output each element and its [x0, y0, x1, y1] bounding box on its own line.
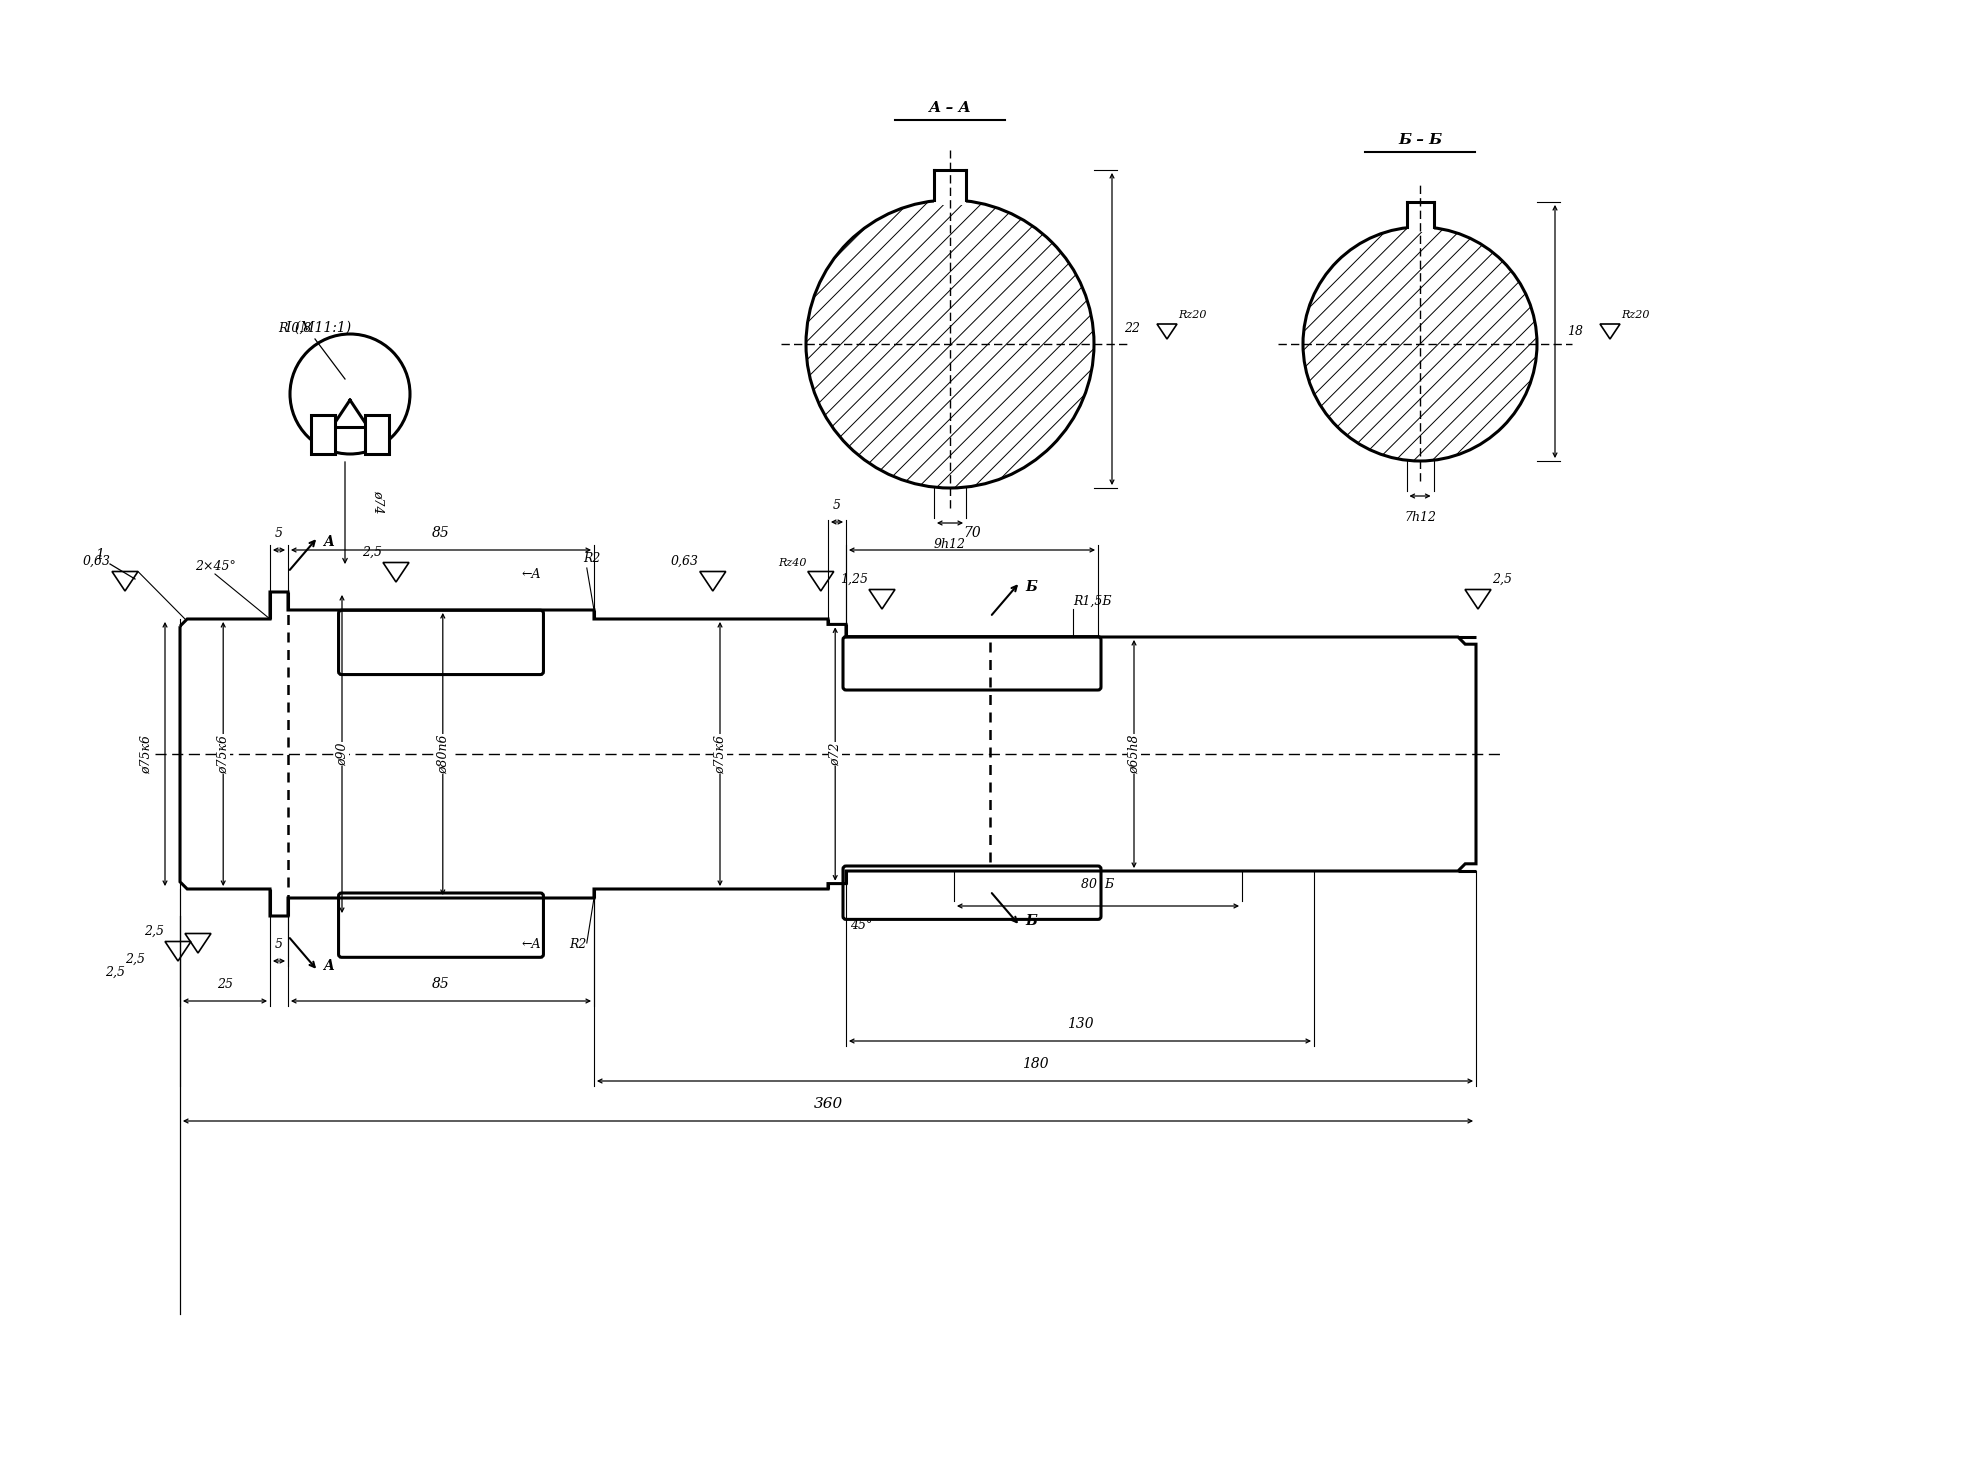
Text: 2,5: 2,5: [362, 545, 382, 559]
Text: 0,63: 0,63: [83, 554, 111, 567]
Text: Б – Б: Б – Б: [1398, 133, 1441, 147]
Text: ø65h8: ø65h8: [1127, 734, 1141, 774]
Bar: [1406, 198, 1433, 231]
Text: ø75к6: ø75к6: [217, 734, 231, 774]
Text: R 0,8: R 0,8: [278, 321, 312, 335]
Text: R2: R2: [582, 551, 600, 565]
Text: 18: 18: [1567, 324, 1582, 338]
Text: ø74: ø74: [372, 489, 386, 513]
Text: ø75к6: ø75к6: [139, 734, 153, 774]
Text: 1: 1: [95, 548, 103, 562]
Text: Rz20: Rz20: [1620, 310, 1650, 320]
Text: A: A: [322, 535, 334, 548]
Text: R2: R2: [569, 937, 586, 951]
Text: 7h12: 7h12: [1404, 511, 1435, 523]
Text: 70: 70: [962, 526, 980, 539]
Text: Б: Б: [1026, 914, 1038, 929]
Text: А – А: А – А: [928, 102, 972, 115]
Text: 1,25: 1,25: [839, 572, 867, 585]
Bar: [366, 416, 390, 454]
Text: 22: 22: [1123, 323, 1139, 336]
Circle shape: [1302, 227, 1537, 461]
Text: 25: 25: [217, 979, 233, 991]
Polygon shape: [181, 593, 1475, 915]
Text: 2,5: 2,5: [105, 965, 125, 979]
Text: 0,63: 0,63: [670, 554, 698, 567]
Text: 5: 5: [274, 937, 282, 951]
Text: R1,5Б: R1,5Б: [1074, 595, 1111, 607]
Text: 360: 360: [813, 1097, 843, 1111]
Text: 5: 5: [833, 500, 841, 511]
Text: I (М11:1): I (М11:1): [284, 321, 352, 335]
Bar: [934, 165, 966, 205]
Text: 2,5: 2,5: [1493, 572, 1513, 585]
Text: 180: 180: [1022, 1057, 1048, 1072]
Text: ø75к6: ø75к6: [714, 734, 726, 774]
Text: A: A: [322, 960, 334, 973]
Text: ø72: ø72: [829, 743, 841, 766]
Text: 5: 5: [274, 528, 282, 539]
Text: ←A: ←A: [523, 937, 541, 951]
Text: Б: Б: [1026, 579, 1038, 594]
Text: 45°: 45°: [849, 918, 873, 932]
Text: 2,5: 2,5: [125, 954, 145, 965]
Bar: [310, 416, 336, 454]
Text: 80  Б: 80 Б: [1081, 879, 1115, 890]
Text: Rz20: Rz20: [1179, 310, 1207, 320]
Text: ←A: ←A: [523, 567, 541, 581]
Text: 2,5: 2,5: [143, 924, 163, 937]
Circle shape: [805, 200, 1093, 488]
Text: 130: 130: [1068, 1017, 1093, 1030]
Text: ø90: ø90: [336, 743, 348, 766]
Text: Rz40: Rz40: [777, 557, 807, 567]
Text: 2×45°: 2×45°: [195, 560, 235, 573]
Text: 85: 85: [431, 526, 449, 539]
Text: 85: 85: [431, 977, 449, 991]
Text: 9h12: 9h12: [934, 538, 966, 551]
Text: ø80п6: ø80п6: [435, 734, 449, 774]
